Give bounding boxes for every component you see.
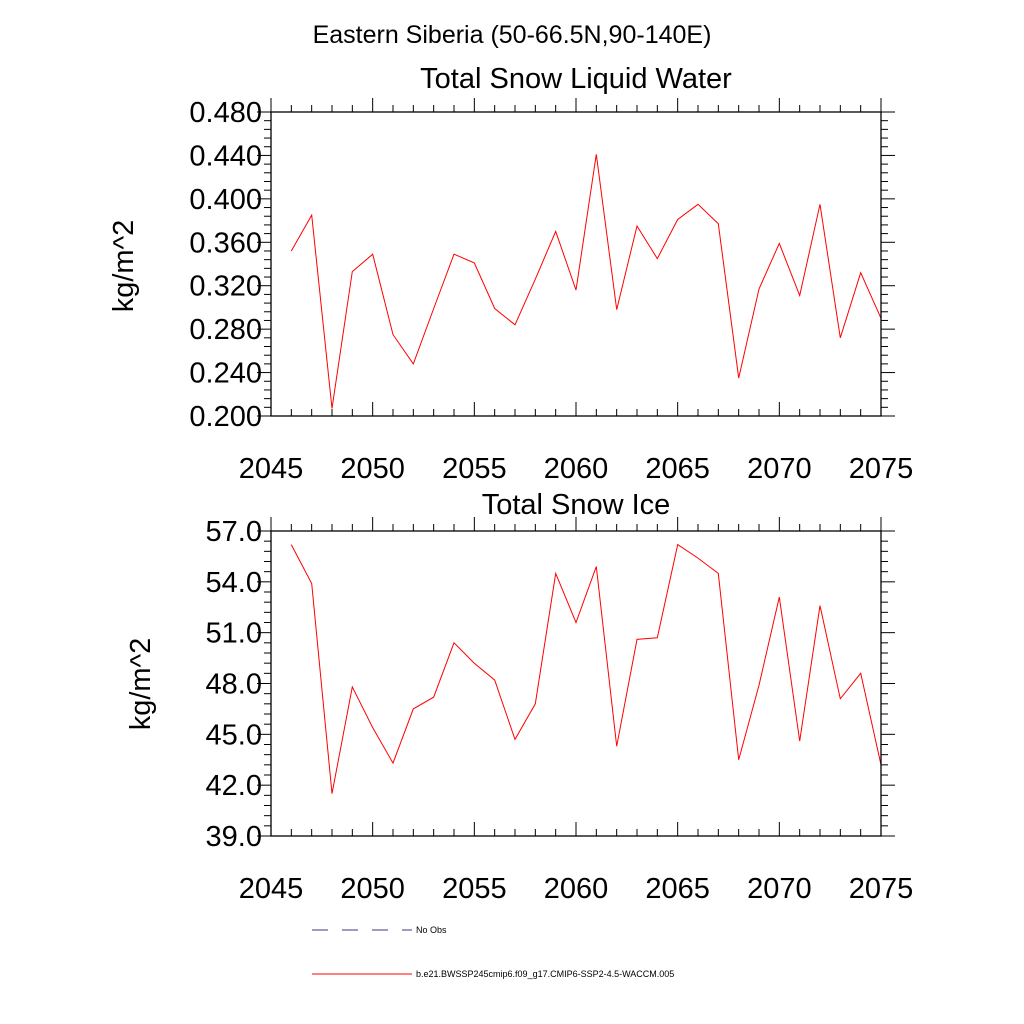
axis-ticks — [257, 517, 895, 837]
y-tick-label: 45.0 — [206, 719, 262, 751]
x-tick-label: 2050 — [340, 873, 405, 905]
y-tick-label: 0.480 — [189, 97, 262, 129]
x-tick-label: 2045 — [239, 453, 304, 485]
plot-frame — [270, 111, 882, 417]
y-tick-label: 0.360 — [189, 227, 262, 259]
chart-title: Total Snow Liquid Water — [420, 63, 732, 95]
x-tick-label: 2045 — [239, 873, 304, 905]
axis-tick-labels: 2045 2050 2055 2060 2065 2070 2075 0.200 0.240 0.… — [189, 97, 913, 485]
legend: No Obs b.e21.BWSSP245cmip6.f09_g17.CMIP6… — [312, 925, 674, 979]
x-tick-label: 2050 — [340, 453, 405, 485]
y-axis-label: kg/m^2 — [125, 638, 157, 731]
figure-suptitle: Eastern Siberia (50-66.5N,90-140E) — [313, 21, 712, 49]
series-group — [290, 543, 882, 794]
panel-snow-liquid-water: Total Snow Liquid Water kg/m^2 2045 2050 2… — [108, 63, 913, 485]
x-tick-label: 2065 — [645, 873, 710, 905]
legend-label-no-obs: No Obs — [416, 925, 447, 935]
y-tick-label: 0.400 — [189, 184, 262, 216]
y-tick-label: 0.280 — [189, 314, 262, 346]
axis-ticks — [257, 98, 895, 417]
series-line — [290, 543, 882, 794]
series-group — [290, 154, 882, 409]
chart-title: Total Snow Ice — [482, 489, 671, 521]
axis-tick-labels: 2045 2050 2055 2060 2065 2070 2075 39.0 42.0 45.0… — [206, 516, 914, 905]
series-line — [290, 154, 882, 409]
y-tick-label: 57.0 — [206, 516, 262, 548]
y-tick-label: 0.200 — [189, 401, 262, 433]
x-tick-label: 2075 — [849, 453, 914, 485]
y-axis-label: kg/m^2 — [108, 220, 140, 313]
y-tick-label: 54.0 — [206, 567, 262, 599]
x-tick-label: 2055 — [442, 873, 507, 905]
y-tick-label: 42.0 — [206, 770, 262, 802]
x-tick-label: 2070 — [747, 873, 812, 905]
y-tick-label: 48.0 — [206, 669, 262, 701]
x-tick-label: 2075 — [849, 873, 914, 905]
y-tick-label: 0.320 — [189, 271, 262, 303]
x-tick-label: 2060 — [544, 453, 609, 485]
legend-label-model: b.e21.BWSSP245cmip6.f09_g17.CMIP6-SSP2-4… — [416, 969, 674, 979]
y-tick-label: 39.0 — [206, 821, 262, 853]
panel-snow-ice: Total Snow Ice kg/m^2 2045 2050 2055 2060 20… — [125, 489, 913, 905]
plot-frame — [270, 530, 882, 837]
y-tick-label: 0.240 — [189, 358, 262, 390]
x-tick-label: 2055 — [442, 453, 507, 485]
y-tick-label: 0.440 — [189, 140, 262, 172]
y-tick-label: 51.0 — [206, 618, 262, 650]
x-tick-label: 2060 — [544, 873, 609, 905]
x-tick-label: 2070 — [747, 453, 812, 485]
x-tick-label: 2065 — [645, 453, 710, 485]
